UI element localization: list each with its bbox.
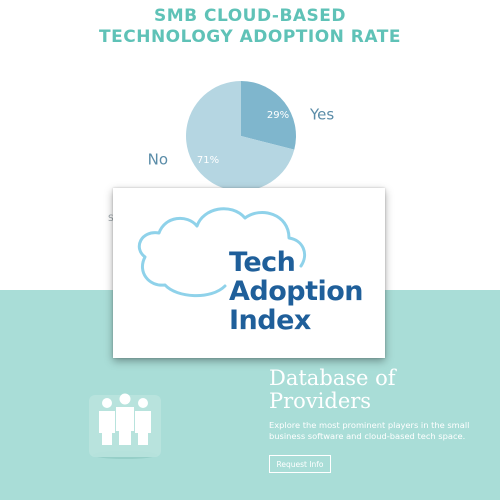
chart-title: SMB CLOUD-BASED TECHNOLOGY ADOPTION RATE — [0, 6, 500, 48]
providers-heading-line2: Providers — [269, 389, 372, 413]
providers-description: Explore the most prominent players in th… — [269, 420, 470, 441]
pie-value-label-no: 71% — [197, 155, 219, 166]
adoption-pie-chart: 29% Yes 71% No — [148, 81, 334, 191]
pie-value-label-yes: 29% — [267, 110, 289, 121]
providers-heading-line1: Database of — [269, 366, 396, 390]
logo-text: Tech Adoption Index — [229, 247, 364, 336]
logo-text-tech: Tech — [229, 247, 296, 278]
partially-hidden-text: S — [108, 214, 114, 224]
tech-adoption-index-logo: Tech Adoption Index — [113, 188, 385, 358]
logo-text-adoption: Adoption — [229, 276, 364, 307]
providers-heading: Database of Providers — [269, 367, 396, 413]
chart-title-line1: SMB CLOUD-BASED — [153, 6, 347, 26]
request-info-button[interactable]: Request Info — [269, 455, 331, 473]
pie-slice-yes — [241, 81, 296, 150]
cloud-icon — [137, 207, 306, 298]
pie-category-label-no: No — [148, 151, 168, 169]
people-group-icon — [89, 393, 161, 459]
pie-category-label-yes: Yes — [309, 106, 334, 124]
pie-slice-no — [185, 81, 295, 191]
chart-title-line2: TECHNOLOGY ADOPTION RATE — [99, 27, 401, 47]
logo-text-index: Index — [229, 305, 311, 336]
